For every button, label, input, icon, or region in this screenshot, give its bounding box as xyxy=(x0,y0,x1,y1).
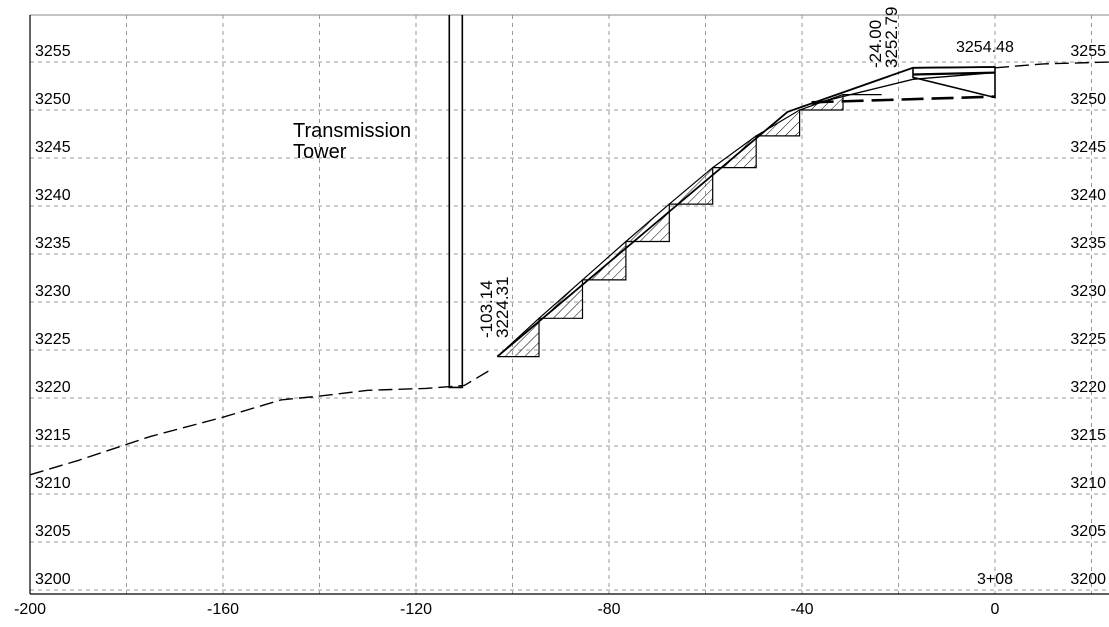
tower-label-line2: Tower xyxy=(293,141,347,163)
y-tick-label-right: 3205 xyxy=(1070,523,1106,540)
x-tick-label: -200 xyxy=(14,601,46,618)
section-lines xyxy=(29,15,1109,476)
grid xyxy=(30,15,1109,594)
y-tick-label-right: 3250 xyxy=(1070,91,1106,108)
y-tick-label-right: 3245 xyxy=(1070,139,1106,156)
transmission-tower xyxy=(448,15,464,389)
y-tick-label-left: 3230 xyxy=(35,283,71,300)
y-tick-label-left: 3250 xyxy=(35,91,71,108)
y-tick-label-left: 3245 xyxy=(35,139,71,156)
axes: 3200 3200 3205 3205 3210 3210 3215 3215 3220 3220… xyxy=(14,14,1109,618)
y-tick-label-left: 3220 xyxy=(35,379,71,396)
x-tick-label: -160 xyxy=(207,601,239,618)
y-tick-label-right: 3255 xyxy=(1070,43,1106,60)
y-tick-label-right: 3225 xyxy=(1070,331,1106,348)
x-tick-label: 0 xyxy=(991,601,1000,618)
y-tick-label-right: 3240 xyxy=(1070,187,1106,204)
y-tick-label-left: 3210 xyxy=(35,475,71,492)
annotation-toe-elevation: 3224.31 xyxy=(493,277,512,338)
x-tick-label: -120 xyxy=(400,601,432,618)
annotation-top-offset: -24.00 xyxy=(866,20,885,68)
bench-steps xyxy=(497,93,882,358)
tower-label-line1: Transmission xyxy=(293,120,411,142)
road-section xyxy=(912,66,996,99)
annotation-crown-elevation: 3254.48 xyxy=(956,39,1014,56)
bench-envelope xyxy=(496,94,844,358)
y-tick-label-left: 3215 xyxy=(35,427,71,444)
y-tick-label-left: 3235 xyxy=(35,235,71,252)
y-tick-label-left: 3225 xyxy=(35,331,71,348)
annotation-toe-offset: -103.14 xyxy=(477,280,496,338)
road-pavement-line xyxy=(912,71,996,76)
y-tick-label-left: 3205 xyxy=(35,523,71,540)
station-label: 3+08 xyxy=(977,571,1013,588)
y-tick-label-right: 3200 xyxy=(1070,571,1106,588)
lower-slope-line xyxy=(811,71,996,105)
y-tick-label-left: 3200 xyxy=(35,571,71,588)
y-tick-label-right: 3215 xyxy=(1070,427,1106,444)
annotation-top-elevation: 3252.79 xyxy=(882,7,901,68)
y-tick-label-left: 3255 xyxy=(35,43,71,60)
existing-ground-line-right xyxy=(994,61,1109,69)
x-tick-label: -80 xyxy=(597,601,620,618)
y-tick-label-right: 3210 xyxy=(1070,475,1106,492)
y-tick-label-right: 3220 xyxy=(1070,379,1106,396)
existing-ground-line xyxy=(29,370,489,476)
y-tick-label-right: 3235 xyxy=(1070,235,1106,252)
subgrade-line xyxy=(811,95,996,104)
x-tick-label: -40 xyxy=(790,601,813,618)
y-tick-label-right: 3230 xyxy=(1070,283,1106,300)
y-tick-label-left: 3240 xyxy=(35,187,71,204)
